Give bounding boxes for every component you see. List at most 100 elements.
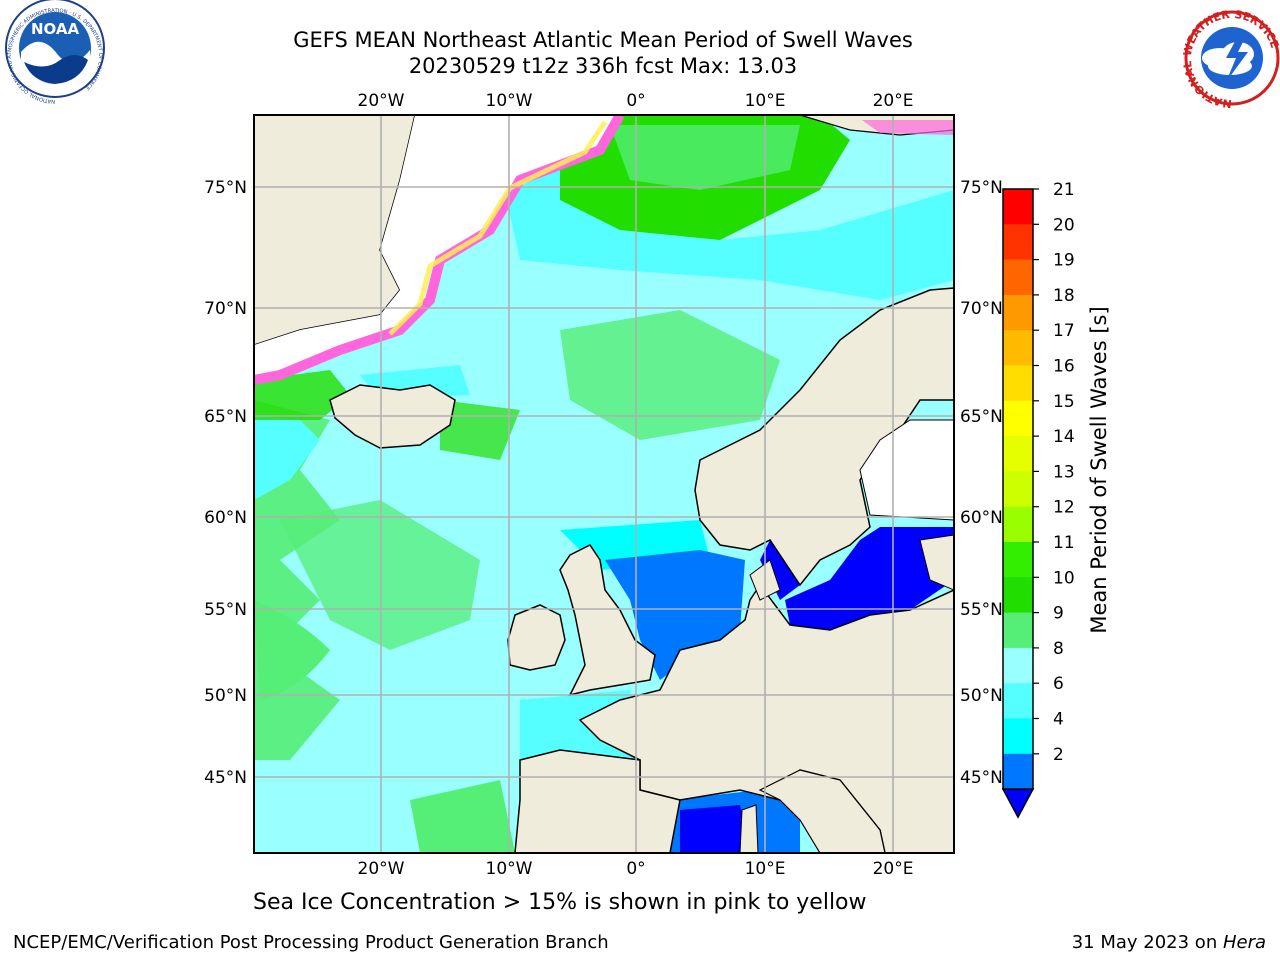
top-lon-label: 20°W xyxy=(358,91,405,111)
colorbar: 21 20 19 18 17 16 15 14 13 12 11 10 9 8 6 4 2 xyxy=(1001,180,1075,819)
footer-date: 31 May 2023 on Hera xyxy=(1072,932,1266,953)
right-lat-label: 65°N xyxy=(960,407,1003,427)
colorbar-tick-label: 13 xyxy=(1053,462,1075,482)
colorbar-segment xyxy=(1003,259,1033,296)
colorbar-segment xyxy=(1003,577,1033,614)
left-latitude-labels: 75°N 70°N 65°N 60°N 55°N 50°N 45°N xyxy=(204,178,247,788)
land-corsica-sardinia xyxy=(739,804,759,853)
top-lon-label: 20°E xyxy=(873,91,914,111)
sea-ice-white-bothnia xyxy=(859,419,954,521)
footer-date-text: 31 May 2023 on xyxy=(1071,932,1223,953)
colorbar-tick-label: 8 xyxy=(1053,639,1064,659)
colorbar-tick-label: 4 xyxy=(1053,710,1064,730)
swell-9-10s-patch xyxy=(254,600,330,700)
sea-ice-white-zone xyxy=(254,115,620,380)
colorbar-tick-label: 14 xyxy=(1053,427,1075,447)
left-lat-label: 70°N xyxy=(204,299,247,319)
sea-ice-svalbard xyxy=(862,120,954,135)
right-lat-label: 45°N xyxy=(960,768,1003,788)
left-lat-label: 50°N xyxy=(204,686,247,706)
colorbar-tick-label: 10 xyxy=(1053,568,1075,588)
swell-9-10s-north xyxy=(610,125,800,190)
colorbar-segment xyxy=(1003,612,1033,649)
footer-machine: Hera xyxy=(1222,932,1266,953)
chart-title-line1: GEFS MEAN Northeast Atlantic Mean Period… xyxy=(293,28,913,52)
colorbar-segment xyxy=(1003,718,1033,755)
colorbar-segment xyxy=(1003,683,1033,719)
colorbar-tick-label: 9 xyxy=(1053,604,1064,624)
colorbar-segment xyxy=(1003,189,1033,225)
colorbar-segment xyxy=(1003,330,1033,366)
swell-below-2s-baltic xyxy=(785,527,954,630)
top-lon-label: 10°W xyxy=(486,91,533,111)
right-lat-label: 55°N xyxy=(960,600,1003,620)
colorbar-tick-label: 15 xyxy=(1053,392,1075,412)
swell-9-10s-norwegian xyxy=(560,310,780,440)
bottom-longitude-labels: 20°W 10°W 0° 10°E 20°E xyxy=(358,859,914,879)
nws-logo: NATIONAL WEATHER SERVICE xyxy=(1181,8,1280,110)
sea-ice-edge-yellow xyxy=(388,120,608,336)
colorbar-segment xyxy=(1003,753,1033,790)
colorbar-label: Mean Period of Swell Waves [s] xyxy=(1087,306,1111,633)
bottom-lon-label: 10°E xyxy=(745,859,786,879)
colorbar-segment xyxy=(1003,400,1033,437)
top-longitude-labels: 20°W 10°W 0° 10°E 20°E xyxy=(358,91,914,111)
bottom-lon-label: 10°W xyxy=(486,859,533,879)
noaa-logo: NOAA NATIONAL OCEANIC AND ATMOSPHERIC AD… xyxy=(5,0,105,104)
land-italy xyxy=(758,769,886,853)
colorbar-segment xyxy=(1003,294,1033,331)
left-lat-label: 55°N xyxy=(204,600,247,620)
top-lon-label: 0° xyxy=(626,91,645,111)
swell-below-2s-med-west xyxy=(680,805,750,853)
colorbar-segment xyxy=(1003,471,1033,508)
colorbar-frame xyxy=(1002,188,1034,790)
right-lat-label: 70°N xyxy=(960,299,1003,319)
bottom-lon-label: 0° xyxy=(626,859,645,879)
colorbar-tick-label: 2 xyxy=(1053,745,1064,765)
colorbar-tick-label: 20 xyxy=(1053,215,1075,235)
land-ireland xyxy=(507,604,566,671)
colorbar-segment xyxy=(1003,365,1033,402)
land-great-britain xyxy=(559,544,656,697)
swell-9-10s-mid xyxy=(280,500,480,650)
land-iberia xyxy=(514,749,681,853)
colorbar-segment xyxy=(1003,506,1033,543)
chart-title-line2: 20230529 t12z 336h fcst Max: 13.03 xyxy=(408,54,798,78)
colorbar-tick-label: 17 xyxy=(1053,321,1075,341)
sea-ice-note: Sea Ice Concentration > 15% is shown in … xyxy=(253,890,867,915)
left-lat-label: 60°N xyxy=(204,508,247,528)
left-lat-label: 75°N xyxy=(204,178,247,198)
colorbar-segment xyxy=(1003,224,1033,261)
colorbar-tick-label: 21 xyxy=(1053,180,1075,200)
bottom-lon-label: 20°E xyxy=(873,859,914,879)
colorbar-extend-triangle xyxy=(1001,788,1035,819)
swell-below-2s-kattegat xyxy=(760,540,800,600)
land-finland-baltics xyxy=(919,534,954,591)
colorbar-segment xyxy=(1003,542,1033,578)
colorbar-tick-label: 19 xyxy=(1053,251,1075,271)
right-lat-label: 75°N xyxy=(960,178,1003,198)
swell-9-10s-south xyxy=(410,780,515,853)
swell-10-11s-greenland-se xyxy=(254,370,350,420)
swell-10-11s-faroe xyxy=(440,400,520,460)
map-frame xyxy=(253,114,955,854)
map-panel xyxy=(254,115,954,853)
right-lat-label: 60°N xyxy=(960,508,1003,528)
colorbar-tick-label: 16 xyxy=(1053,357,1075,377)
right-lat-label: 50°N xyxy=(960,686,1003,706)
footer-credit: NCEP/EMC/Verification Post Processing Pr… xyxy=(13,932,609,953)
left-lat-label: 45°N xyxy=(204,768,247,788)
swell-6-8s-iceland-sw xyxy=(254,415,320,500)
colorbar-tick-label: 12 xyxy=(1053,498,1075,518)
colorbar-segment xyxy=(1003,436,1033,472)
noaa-logo-text: NOAA xyxy=(31,20,80,38)
colorbar-tick-label: 11 xyxy=(1053,533,1075,553)
left-lat-label: 65°N xyxy=(204,407,247,427)
colorbar-tick-label: 18 xyxy=(1053,286,1075,306)
swell-2-4s-north-sea xyxy=(605,550,745,680)
colorbar-tick-label: 6 xyxy=(1053,674,1064,694)
colorbar-segment xyxy=(1003,647,1033,684)
right-latitude-labels: 75°N 70°N 65°N 60°N 55°N 50°N 45°N xyxy=(960,178,1003,788)
bottom-lon-label: 20°W xyxy=(358,859,405,879)
